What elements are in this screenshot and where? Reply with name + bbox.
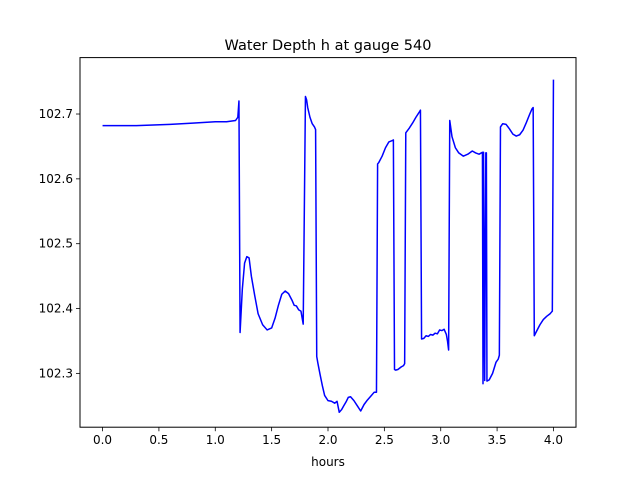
x-tick-label: 1.5	[262, 433, 281, 447]
x-tick-label: 1.0	[206, 433, 225, 447]
x-tick-label: 0.0	[93, 433, 112, 447]
series-layer	[102, 79, 555, 414]
y-axis: 102.3 102.4 102.5 102.6 102.7	[39, 107, 80, 380]
y-tick-label: 102.5	[39, 237, 73, 251]
x-axis: 0.0 0.5 1.0 1.5 2.0 2.5 3.0 3.5 4.0	[93, 427, 563, 447]
y-tick-label: 102.4	[39, 302, 73, 316]
x-tick-label: 3.0	[431, 433, 450, 447]
x-tick-label: 2.0	[318, 433, 337, 447]
y-tick-label: 102.7	[39, 107, 73, 121]
chart-title: Water Depth h at gauge 540	[225, 38, 432, 54]
y-tick-label: 102.6	[39, 172, 73, 186]
series-line-0	[102, 79, 555, 414]
x-tick-label: 4.0	[544, 433, 563, 447]
x-tick-label: 0.5	[149, 433, 168, 447]
x-tick-label: 2.5	[375, 433, 394, 447]
x-axis-label: hours	[311, 455, 345, 469]
x-tick-label: 3.5	[488, 433, 507, 447]
plot-frame	[79, 57, 577, 428]
y-tick-label: 102.3	[39, 366, 73, 380]
